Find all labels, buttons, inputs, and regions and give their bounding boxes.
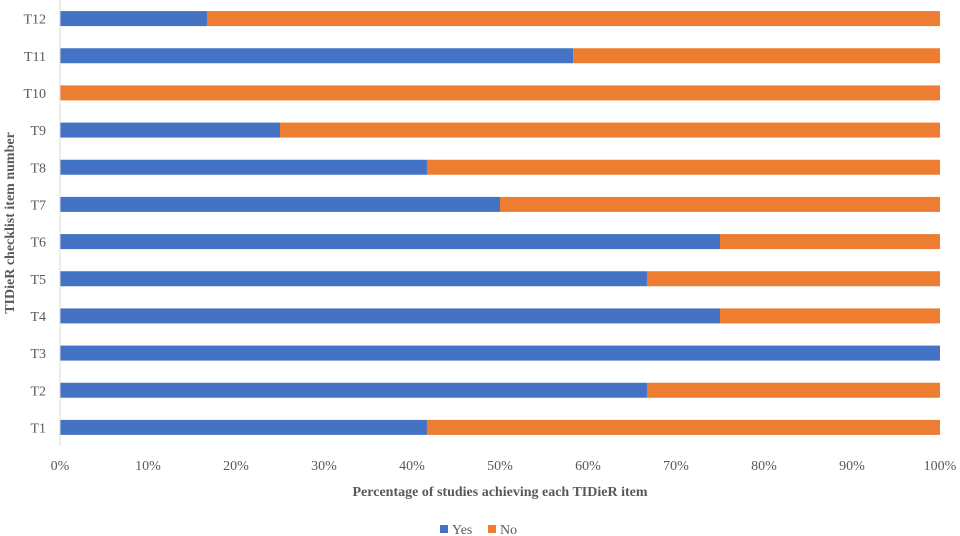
y-tick-label-t5: T5 bbox=[30, 273, 46, 288]
y-tick-label-t12: T12 bbox=[23, 13, 46, 28]
bar-yes-t11 bbox=[60, 48, 574, 64]
bar-yes-t2 bbox=[60, 382, 647, 398]
y-axis-title: TIDieR checklist item number bbox=[3, 132, 18, 314]
y-tick-labels: T1 T2 T3 T4 T5 T6 T7 T8 T9 T10 T11 T12 bbox=[23, 13, 46, 437]
y-tick-label-t7: T7 bbox=[30, 198, 46, 213]
x-tick-label-6: 60% bbox=[575, 459, 601, 474]
bar-no-t7 bbox=[500, 196, 940, 212]
y-tick-label-t6: T6 bbox=[30, 236, 46, 251]
y-tick-label-t2: T2 bbox=[30, 384, 46, 399]
y-tick-label-t1: T1 bbox=[30, 421, 46, 436]
bar-yes-t7 bbox=[60, 196, 500, 212]
bar-no-t9 bbox=[280, 122, 940, 138]
x-tick-label-7: 70% bbox=[663, 459, 689, 474]
x-tick-label-8: 80% bbox=[751, 459, 777, 474]
bar-no-t12 bbox=[206, 11, 940, 27]
x-tick-label-1: 10% bbox=[135, 459, 161, 474]
x-tick-label-0: 0% bbox=[51, 459, 70, 474]
x-tick-label-9: 90% bbox=[839, 459, 865, 474]
legend-swatch-yes bbox=[440, 525, 448, 533]
bar-no-t6 bbox=[720, 234, 940, 250]
y-tick-label-t4: T4 bbox=[30, 310, 46, 325]
bar-yes-t9 bbox=[60, 122, 280, 138]
bar-yes-t8 bbox=[60, 159, 427, 175]
x-tick-label-3: 30% bbox=[311, 459, 337, 474]
bar-no-t5 bbox=[646, 271, 940, 287]
legend-label-yes: Yes bbox=[452, 523, 472, 536]
bar-yes-t4 bbox=[60, 308, 720, 324]
bar-yes-t12 bbox=[60, 11, 207, 27]
legend: Yes No bbox=[440, 523, 517, 536]
bar-no-t11 bbox=[573, 48, 940, 64]
bars-group bbox=[60, 11, 941, 435]
x-tick-label-2: 20% bbox=[223, 459, 249, 474]
legend-label-no: No bbox=[500, 523, 517, 536]
y-tick-label-t8: T8 bbox=[30, 161, 46, 176]
x-tick-label-4: 40% bbox=[399, 459, 425, 474]
bar-no-t10 bbox=[60, 85, 940, 101]
x-tick-label-5: 50% bbox=[487, 459, 513, 474]
x-tick-labels: 0% 10% 20% 30% 40% 50% 60% 70% 80% 90% 100% bbox=[51, 459, 957, 474]
bar-yes-t5 bbox=[60, 271, 647, 287]
legend-swatch-no bbox=[488, 525, 496, 533]
bar-no-t2 bbox=[646, 382, 940, 398]
y-tick-label-t3: T3 bbox=[30, 347, 46, 362]
y-tick-label-t9: T9 bbox=[30, 124, 46, 139]
x-axis-title: Percentage of studies achieving each TID… bbox=[353, 485, 648, 500]
y-tick-label-t11: T11 bbox=[24, 50, 46, 65]
y-tick-label-t10: T10 bbox=[23, 87, 46, 102]
bar-no-t8 bbox=[426, 159, 941, 175]
bar-no-t1 bbox=[426, 419, 941, 435]
bar-yes-t6 bbox=[60, 234, 720, 250]
bar-yes-t3 bbox=[60, 345, 940, 361]
bar-yes-t1 bbox=[60, 419, 427, 435]
bar-no-t4 bbox=[720, 308, 940, 324]
x-tick-label-10: 100% bbox=[924, 459, 957, 474]
